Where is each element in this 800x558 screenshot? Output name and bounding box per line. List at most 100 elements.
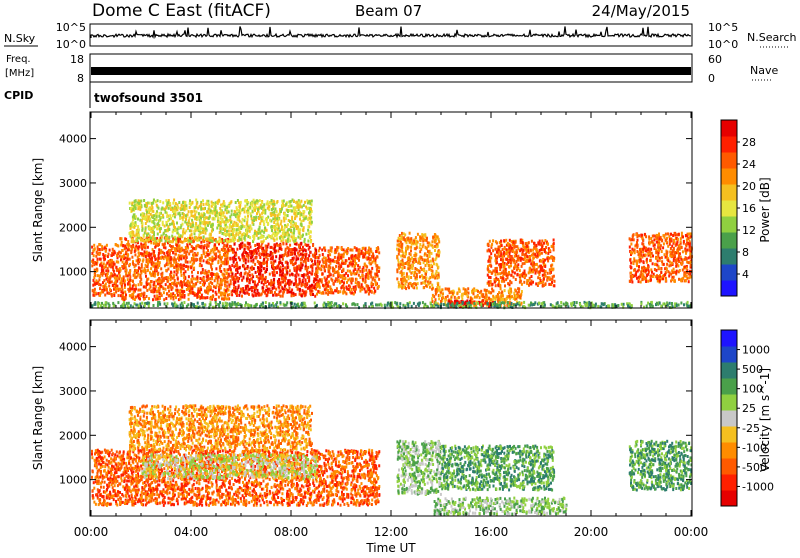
- power-data-cell: [101, 247, 104, 251]
- power-data-cell: [271, 256, 274, 260]
- power-data-cell: [354, 287, 357, 291]
- power-data-cell: [229, 279, 232, 283]
- power-data-cell: [489, 279, 492, 283]
- power-data-cell: [523, 280, 526, 284]
- power-data-cell: [132, 240, 134, 244]
- power-data-cell: [203, 283, 206, 287]
- power-data-cell: [111, 247, 114, 251]
- power-data-cell: [224, 295, 227, 299]
- power-data-cell: [191, 246, 194, 250]
- power-data-cell: [328, 291, 331, 294]
- power-data-cell: [335, 264, 338, 268]
- power-data-cell: [245, 277, 248, 281]
- power-data-cell: [214, 243, 217, 247]
- power-data-cell: [173, 237, 176, 241]
- cpid-label: CPID: [4, 89, 33, 102]
- power-data-cell: [259, 222, 262, 226]
- power-data-cell: [107, 252, 110, 256]
- power-data-cell: [488, 283, 490, 287]
- power-data-cell: [410, 245, 413, 249]
- power-data-cell: [100, 272, 103, 276]
- power-data-cell: [180, 270, 182, 274]
- power-data-cell: [187, 287, 190, 290]
- power-data-cell: [342, 269, 345, 273]
- power-data-cell: [399, 271, 402, 275]
- power-data-cell: [211, 255, 214, 259]
- noise-tick-left-bottom: 10^0: [56, 38, 86, 51]
- power-data-cell: [495, 270, 498, 273]
- power-data-cell: [104, 273, 107, 277]
- power-data-cell: [169, 202, 172, 205]
- power-data-cell: [407, 236, 410, 240]
- power-data-cell: [175, 247, 178, 251]
- power-data-cell: [157, 251, 160, 255]
- power-data-cell: [239, 272, 242, 276]
- power-data-cell: [508, 283, 511, 287]
- power-data-cell: [238, 258, 241, 262]
- power-data-cell: [429, 243, 432, 247]
- power-data-cell: [308, 254, 311, 258]
- power-data-cell: [216, 281, 219, 285]
- power-data-cell: [414, 254, 417, 258]
- power-data-cell: [132, 245, 135, 249]
- power-data-cell: [538, 248, 541, 252]
- power-data-cell: [173, 198, 176, 202]
- power-data-cell: [632, 238, 635, 242]
- power-data-cell: [223, 278, 226, 282]
- power-data-cell: [129, 270, 131, 274]
- power-data-cell: [103, 285, 106, 289]
- power-data-cell: [145, 295, 148, 298]
- power-data-cell: [286, 261, 289, 265]
- power-data-cell: [430, 263, 433, 267]
- power-data-cell: [161, 213, 164, 217]
- power-data-cell: [420, 281, 423, 285]
- power-data-cell: [375, 273, 378, 277]
- power-data-cell: [158, 261, 161, 265]
- power-data-cell: [246, 246, 249, 250]
- power-data-cell: [223, 220, 226, 224]
- power-data-cell: [329, 285, 332, 289]
- power-data-cell: [292, 237, 295, 241]
- power-data-cell: [248, 242, 251, 246]
- power-data-cell: [163, 251, 166, 255]
- power-data-cell: [192, 284, 195, 287]
- power-data-cell: [357, 281, 360, 285]
- power-data-cell: [171, 276, 174, 280]
- power-data-cell: [351, 248, 354, 252]
- power-data-cell: [102, 287, 105, 290]
- power-data-cell: [520, 256, 523, 260]
- power-data-cell: [336, 256, 339, 260]
- power-data-cell: [99, 283, 102, 287]
- power-data-cell: [210, 249, 213, 253]
- power-data-cell: [322, 264, 325, 268]
- power-data-cell: [209, 239, 212, 242]
- power-data-cell: [414, 247, 417, 251]
- power-data-cell: [296, 265, 299, 269]
- power-data-cell: [147, 282, 150, 286]
- power-data-cell: [215, 292, 218, 296]
- power-data-cell: [171, 234, 174, 238]
- power-data-cell: [181, 281, 184, 285]
- power-data-cell: [102, 281, 104, 285]
- power-data-cell: [227, 272, 230, 276]
- power-data-cell: [213, 252, 216, 256]
- power-data-cell: [347, 288, 350, 291]
- power-data-cell: [243, 272, 246, 276]
- power-data-cell: [175, 264, 178, 268]
- power-data-cell: [132, 208, 135, 211]
- power-data-cell: [137, 207, 140, 211]
- power-data-cell: [265, 255, 268, 259]
- power-data-cell: [161, 271, 164, 275]
- power-data-cell: [142, 234, 145, 238]
- power-data-cell: [277, 285, 280, 289]
- power-data-cell: [284, 273, 287, 277]
- power-data-cell: [199, 221, 202, 225]
- power-data-cell: [252, 198, 255, 202]
- power-data-cell: [273, 277, 276, 281]
- power-data-cell: [206, 287, 208, 290]
- power-data-cell: [174, 213, 177, 217]
- power-data-cell: [402, 279, 405, 283]
- power-data-cell: [552, 238, 555, 242]
- power-data-cell: [396, 254, 399, 258]
- power-data-cell: [148, 255, 151, 259]
